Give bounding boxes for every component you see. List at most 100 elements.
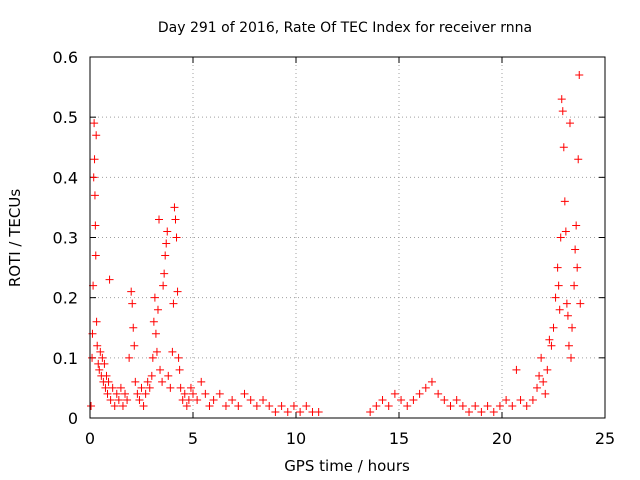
y-tick-labels: 0 0.1 0.2 0.3 0.4 0.5 0.6 — [53, 48, 78, 428]
data-point — [161, 251, 170, 260]
data-point — [541, 389, 550, 398]
data-point — [96, 347, 105, 356]
data-point — [168, 347, 177, 356]
data-point — [164, 371, 173, 380]
data-point — [570, 281, 579, 290]
y-axis-label: ROTI / TECUs — [6, 189, 24, 287]
data-point — [366, 407, 375, 416]
data-point — [112, 389, 121, 398]
data-point — [271, 407, 280, 416]
data-point — [135, 395, 144, 404]
data-point — [91, 221, 100, 230]
data-point — [163, 227, 172, 236]
x-tick-labels: 0 5 10 15 20 25 — [85, 429, 615, 448]
data-point — [277, 401, 286, 410]
data-point — [145, 383, 154, 392]
data-point — [397, 395, 406, 404]
data-point — [427, 377, 436, 386]
data-point — [91, 251, 100, 260]
data-point — [162, 239, 171, 248]
data-point — [415, 389, 424, 398]
data-point — [572, 221, 581, 230]
data-point — [88, 353, 97, 362]
data-point — [98, 353, 107, 362]
data-point — [508, 401, 517, 410]
data-point — [158, 377, 167, 386]
data-point — [576, 299, 585, 308]
data-point — [209, 395, 218, 404]
data-point — [116, 383, 125, 392]
data-point — [574, 155, 583, 164]
data-point — [150, 293, 159, 302]
data-point — [234, 401, 243, 410]
y-tick-label: 0.3 — [53, 229, 78, 248]
data-point — [152, 347, 161, 356]
data-point — [125, 353, 134, 362]
data-point — [92, 131, 101, 140]
data-point — [296, 407, 305, 416]
data-point — [180, 389, 189, 398]
data-point — [90, 191, 99, 200]
data-point — [421, 383, 430, 392]
x-tick-label: 0 — [85, 429, 95, 448]
data-point — [549, 323, 558, 332]
data-point — [182, 401, 191, 410]
data-point — [446, 401, 455, 410]
data-point — [283, 407, 292, 416]
data-point — [561, 227, 570, 236]
data-point — [174, 353, 183, 362]
data-point — [571, 245, 580, 254]
data-point — [477, 407, 486, 416]
data-point — [103, 389, 112, 398]
data-point — [114, 395, 123, 404]
data-point — [170, 203, 179, 212]
data-point — [189, 389, 197, 398]
data-point — [131, 377, 140, 386]
data-point — [105, 275, 114, 284]
data-point — [130, 341, 139, 350]
data-point — [92, 317, 101, 326]
y-tick-label: 0.6 — [53, 48, 78, 67]
data-point — [173, 287, 182, 296]
data-point — [221, 401, 230, 410]
data-point — [489, 407, 498, 416]
data-point — [403, 401, 412, 410]
y-tick-label: 0.5 — [53, 108, 78, 127]
data-point — [567, 353, 576, 362]
data-point — [440, 395, 449, 404]
x-tick-label: 15 — [389, 429, 409, 448]
data-point — [289, 401, 298, 410]
data-point — [193, 395, 202, 404]
data-point — [537, 353, 546, 362]
data-point — [240, 389, 249, 398]
data-point — [151, 329, 160, 338]
data-point — [118, 401, 127, 410]
data-point — [565, 119, 574, 128]
data-point — [228, 395, 237, 404]
data-point — [95, 365, 104, 374]
data-point — [110, 401, 119, 410]
data-point — [302, 401, 311, 410]
data-point — [215, 389, 224, 398]
data-point — [559, 143, 568, 152]
data-point — [101, 383, 110, 392]
x-tick-label: 20 — [492, 429, 512, 448]
x-axis-label: GPS time / hours — [284, 457, 410, 475]
data-point — [568, 323, 577, 332]
data-point — [556, 233, 565, 242]
data-point — [137, 383, 146, 392]
grid — [90, 57, 605, 418]
data-point — [458, 401, 467, 410]
y-tick-label: 0.2 — [53, 289, 78, 308]
data-point — [171, 215, 180, 224]
data-point — [93, 341, 102, 350]
data-point — [560, 197, 569, 206]
data-point — [555, 305, 564, 314]
data-point — [575, 71, 584, 80]
data-point — [175, 365, 184, 374]
data-point — [483, 401, 492, 410]
data-point — [522, 401, 531, 410]
data-point — [502, 395, 511, 404]
data-point — [252, 401, 261, 410]
data-point — [197, 377, 206, 386]
